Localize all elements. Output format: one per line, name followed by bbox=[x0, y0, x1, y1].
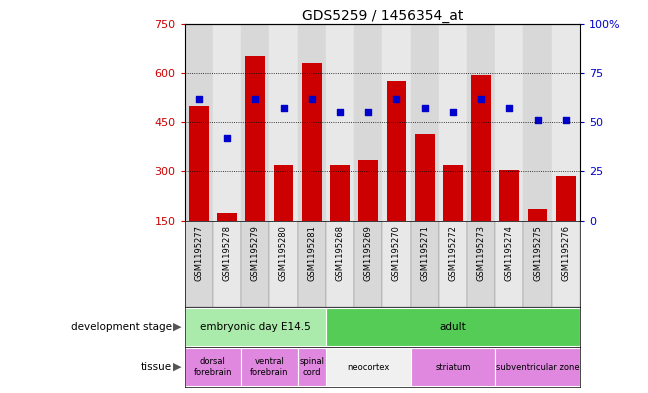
Bar bbox=[302, 63, 321, 221]
Bar bbox=[185, 221, 213, 307]
Text: GSM1195278: GSM1195278 bbox=[222, 225, 231, 281]
Text: GSM1195268: GSM1195268 bbox=[336, 225, 345, 281]
Bar bbox=[185, 348, 241, 386]
Bar bbox=[246, 57, 265, 221]
Bar bbox=[354, 221, 382, 307]
Bar bbox=[297, 221, 326, 307]
Bar bbox=[185, 308, 326, 346]
Point bbox=[504, 105, 515, 112]
Point bbox=[391, 95, 402, 102]
Bar bbox=[415, 134, 435, 221]
Point bbox=[448, 109, 458, 116]
Bar bbox=[443, 165, 463, 221]
Text: GSM1195277: GSM1195277 bbox=[194, 225, 203, 281]
Bar bbox=[326, 221, 354, 307]
Bar bbox=[382, 24, 411, 221]
Title: GDS5259 / 1456354_at: GDS5259 / 1456354_at bbox=[301, 9, 463, 22]
Bar bbox=[241, 24, 270, 221]
Bar bbox=[439, 221, 467, 307]
Text: dorsal
forebrain: dorsal forebrain bbox=[194, 357, 232, 377]
Text: GSM1195280: GSM1195280 bbox=[279, 225, 288, 281]
Bar bbox=[500, 170, 519, 221]
Bar bbox=[495, 348, 580, 386]
Bar bbox=[273, 165, 294, 221]
Text: ▶: ▶ bbox=[173, 362, 181, 372]
Bar bbox=[326, 348, 411, 386]
Bar bbox=[495, 221, 524, 307]
Text: ventral
forebrain: ventral forebrain bbox=[250, 357, 288, 377]
Text: embryonic day E14.5: embryonic day E14.5 bbox=[200, 322, 310, 332]
Text: neocortex: neocortex bbox=[347, 363, 389, 371]
Point bbox=[307, 95, 317, 102]
Bar bbox=[524, 221, 551, 307]
Bar bbox=[330, 165, 350, 221]
Bar bbox=[213, 221, 241, 307]
Bar bbox=[411, 348, 495, 386]
Bar bbox=[467, 221, 495, 307]
Bar bbox=[358, 160, 378, 221]
Text: tissue: tissue bbox=[141, 362, 172, 372]
Point bbox=[335, 109, 345, 116]
Bar bbox=[217, 213, 237, 221]
Point bbox=[222, 135, 232, 141]
Text: GSM1195273: GSM1195273 bbox=[477, 225, 485, 281]
Point bbox=[419, 105, 430, 112]
Point bbox=[250, 95, 260, 102]
Text: GSM1195275: GSM1195275 bbox=[533, 225, 542, 281]
Bar bbox=[411, 24, 439, 221]
Bar bbox=[270, 24, 297, 221]
Text: ▶: ▶ bbox=[173, 322, 181, 332]
Text: adult: adult bbox=[439, 322, 467, 332]
Bar bbox=[556, 176, 575, 221]
Text: GSM1195272: GSM1195272 bbox=[448, 225, 457, 281]
Bar bbox=[270, 221, 297, 307]
Bar bbox=[241, 221, 270, 307]
Bar bbox=[439, 24, 467, 221]
Text: striatum: striatum bbox=[435, 363, 470, 371]
Text: GSM1195274: GSM1195274 bbox=[505, 225, 514, 281]
Bar bbox=[387, 81, 406, 221]
Text: spinal
cord: spinal cord bbox=[299, 357, 324, 377]
Bar bbox=[467, 24, 495, 221]
Point bbox=[194, 95, 204, 102]
Bar bbox=[189, 106, 209, 221]
Point bbox=[476, 95, 486, 102]
Text: GSM1195279: GSM1195279 bbox=[251, 225, 260, 281]
Text: GSM1195270: GSM1195270 bbox=[392, 225, 401, 281]
Bar bbox=[551, 221, 580, 307]
Bar bbox=[185, 24, 213, 221]
Bar bbox=[524, 24, 551, 221]
Bar bbox=[382, 221, 411, 307]
Bar bbox=[326, 24, 354, 221]
Text: development stage: development stage bbox=[71, 322, 172, 332]
Text: GSM1195271: GSM1195271 bbox=[420, 225, 429, 281]
Bar bbox=[471, 75, 491, 221]
Text: subventricular zone: subventricular zone bbox=[496, 363, 579, 371]
Point bbox=[561, 117, 571, 123]
Bar bbox=[551, 24, 580, 221]
Bar bbox=[241, 348, 297, 386]
Bar bbox=[297, 348, 326, 386]
Bar bbox=[354, 24, 382, 221]
Text: GSM1195281: GSM1195281 bbox=[307, 225, 316, 281]
Point bbox=[363, 109, 373, 116]
Point bbox=[279, 105, 289, 112]
Bar bbox=[495, 24, 524, 221]
Text: GSM1195269: GSM1195269 bbox=[364, 225, 373, 281]
Point bbox=[533, 117, 543, 123]
Bar bbox=[326, 308, 580, 346]
Bar bbox=[297, 24, 326, 221]
Bar bbox=[411, 221, 439, 307]
Bar bbox=[527, 209, 548, 221]
Bar bbox=[213, 24, 241, 221]
Text: GSM1195276: GSM1195276 bbox=[561, 225, 570, 281]
